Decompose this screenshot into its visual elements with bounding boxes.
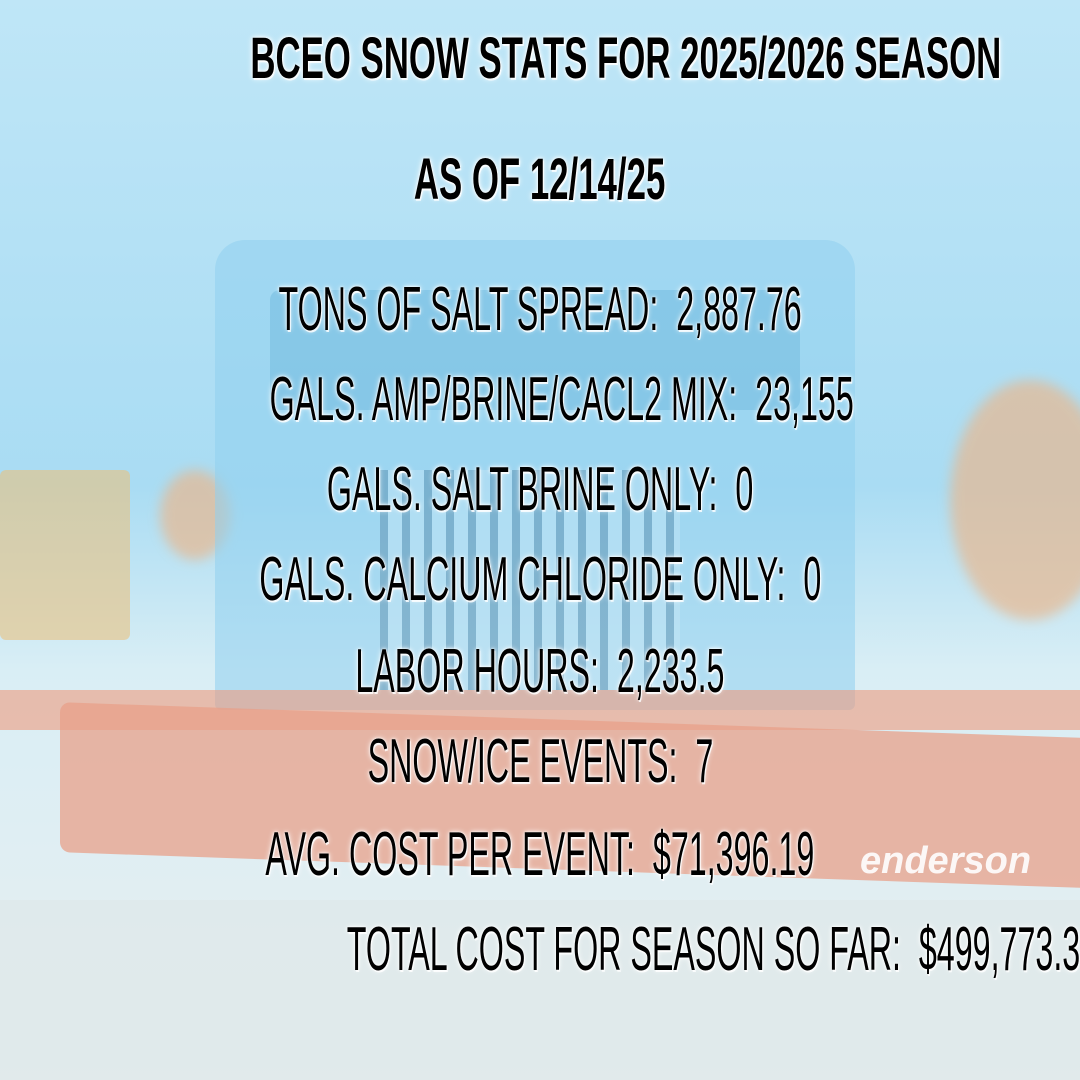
plow-truck xyxy=(215,240,855,710)
plow-logo: enderson xyxy=(860,840,1032,882)
page-title: BCEO SNOW STATS FOR 2025/2026 SEASON xyxy=(0,25,1080,92)
stat-calcium-chloride: GALS. CALCIUM CHLORIDE ONLY: 0 xyxy=(0,544,1080,615)
truck-windshield xyxy=(270,290,800,410)
truck-grille xyxy=(380,470,680,690)
stat-text: GALS. AMP/BRINE/CACL2 MIX: 23,155 xyxy=(269,365,854,434)
stat-total-cost: TOTAL COST FOR SEASON SO FAR: $499,773.3… xyxy=(0,914,1080,985)
stat-text: GALS. CALCIUM CHLORIDE ONLY: 0 xyxy=(259,545,822,614)
stat-text: AVG. COST PER EVENT: $71,396.19 xyxy=(265,820,815,889)
stat-text: TONS OF SALT SPREAD: 2,887.76 xyxy=(278,275,802,344)
stat-salt-brine: GALS. SALT BRINE ONLY: 0 xyxy=(0,454,1080,525)
stat-labor-hours: LABOR HOURS: 2,233.5 xyxy=(0,636,1080,707)
background-tree xyxy=(950,380,1080,620)
stat-amp-brine-mix: GALS. AMP/BRINE/CACL2 MIX: 23,155 xyxy=(0,364,1080,435)
stat-avg-cost: AVG. COST PER EVENT: $71,396.19 xyxy=(0,819,1080,890)
subtitle-text: AS OF 12/14/25 xyxy=(414,147,666,212)
stat-salt-tons: TONS OF SALT SPREAD: 2,887.76 xyxy=(0,274,1080,345)
side-truck xyxy=(0,470,130,640)
title-text: BCEO SNOW STATS FOR 2025/2026 SEASON xyxy=(250,26,1002,91)
stat-text: LABOR HOURS: 2,233.5 xyxy=(355,637,725,706)
stat-text: TOTAL COST FOR SEASON SO FAR: $499,773.3… xyxy=(346,915,1080,984)
stat-text: GALS. SALT BRINE ONLY: 0 xyxy=(326,455,754,524)
road xyxy=(0,900,1080,1080)
stat-text: SNOW/ICE EVENTS: 7 xyxy=(367,727,713,796)
stat-snow-events: SNOW/ICE EVENTS: 7 xyxy=(0,726,1080,797)
page-subtitle: AS OF 12/14/25 xyxy=(0,146,1080,213)
